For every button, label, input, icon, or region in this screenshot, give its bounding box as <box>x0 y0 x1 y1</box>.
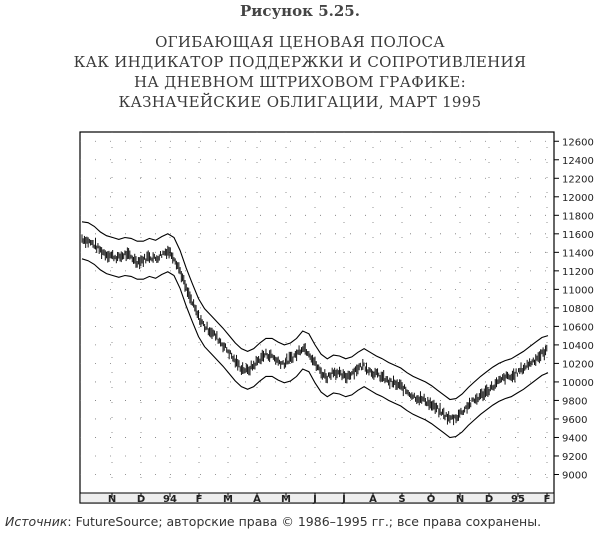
y-tick-label: 12000 <box>562 193 594 204</box>
x-tick-label: F <box>544 494 551 505</box>
x-tick-label: N <box>456 494 464 505</box>
source-note: Источник: FutureSource; авторские права … <box>5 514 597 529</box>
x-tick-label: D <box>485 494 493 505</box>
title-line: НА ДНЕВНОМ ШТРИХОВОМ ГРАФИКЕ: <box>134 73 466 91</box>
x-tick-label: A <box>253 494 261 505</box>
y-tick-label: 12200 <box>562 174 594 185</box>
plot-frame <box>79 131 555 504</box>
x-axis-band <box>79 492 555 504</box>
chart-title: ОГИБАЮЩАЯ ЦЕНОВАЯ ПОЛОСА КАК ИНДИКАТОР П… <box>0 32 600 112</box>
y-tick-label: 9000 <box>562 470 587 481</box>
upper-band-line <box>81 221 549 401</box>
envelope-bands <box>81 221 549 439</box>
y-tick-label: 12400 <box>562 156 594 167</box>
y-tick-label: 10000 <box>562 378 594 389</box>
y-tick-label: 11200 <box>562 267 594 278</box>
y-tick-label: 11600 <box>562 230 594 241</box>
figure-label: Рисунок 5.25. <box>240 2 360 20</box>
x-axis: N D 94 F M A M J J A S O N D 95 F <box>108 493 551 505</box>
y-tick-label: 9200 <box>562 452 587 463</box>
x-tick-label: J <box>341 494 346 505</box>
y-tick-label: 10200 <box>562 359 594 370</box>
x-tick-label: O <box>427 494 436 505</box>
y-tick-label: 11400 <box>562 248 594 259</box>
y-tick-label: 10800 <box>562 304 594 315</box>
x-tick-label: J <box>312 494 317 505</box>
y-tick-label: 9400 <box>562 433 587 444</box>
x-tick-label: D <box>137 494 145 505</box>
x-tick-label: M <box>281 494 291 505</box>
y-tick-label: 10400 <box>562 341 594 352</box>
source-prefix: Источник <box>5 514 68 529</box>
y-tick-label: 9800 <box>562 396 587 407</box>
y-tick-label: 11000 <box>562 285 594 296</box>
x-tick-label: N <box>108 494 116 505</box>
title-line: ОГИБАЮЩАЯ ЦЕНОВАЯ ПОЛОСА <box>155 33 445 51</box>
title-line: КАЗНАЧЕЙСКИЕ ОБЛИГАЦИИ, МАРТ 1995 <box>118 93 482 111</box>
x-tick-label: S <box>398 494 405 505</box>
y-tick-label: 9600 <box>562 415 587 426</box>
x-tick-label: M <box>223 494 233 505</box>
x-tick-label: 94 <box>163 494 177 505</box>
title-line: КАК ИНДИКАТОР ПОДДЕРЖКИ И СОПРОТИВЛЕНИЯ <box>73 53 527 71</box>
lower-band-line <box>81 258 549 439</box>
y-tick-label: 10600 <box>562 322 594 333</box>
price-bars <box>81 234 548 426</box>
grid <box>80 132 554 493</box>
x-tick-label: F <box>196 494 203 505</box>
x-tick-label: 95 <box>511 494 525 505</box>
y-tick-label: 12600 <box>562 137 594 148</box>
y-tick-label: 11800 <box>562 211 594 222</box>
x-tick-label: A <box>369 494 377 505</box>
source-text: : FutureSource; авторские права © 1986–1… <box>67 514 542 529</box>
y-axis: 9000 9200 9400 9600 9800 10000 10200 10400 10600… <box>554 137 594 481</box>
